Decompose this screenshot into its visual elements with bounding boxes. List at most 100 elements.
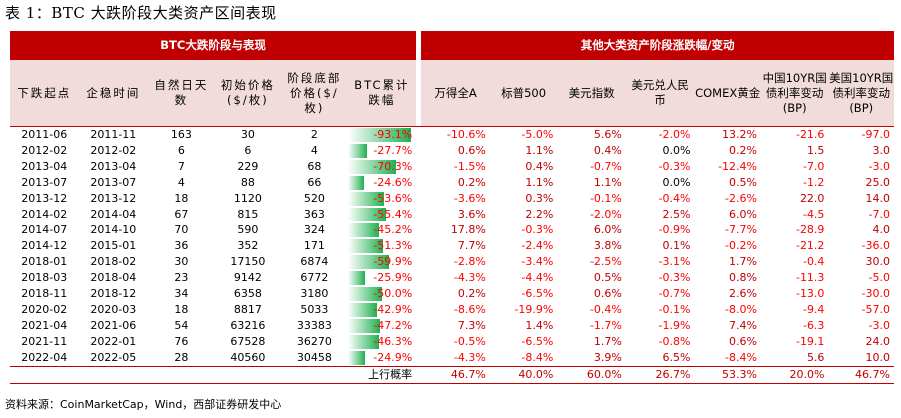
cell-bottom-price: 3180 [300, 287, 329, 301]
cell-stable: 2014-10 [90, 223, 137, 237]
cell-cn10yr: 5.6 [806, 350, 825, 364]
cell-start: 2013-04 [21, 159, 68, 173]
table-row: 2011-06 2011-11 163 30 2 -93.1% -10.6% -5.0% 5.6… [10, 127, 894, 143]
cell-comex-gold: 6.0% [728, 207, 757, 221]
cell-usdcny: 2.5% [662, 207, 691, 221]
cell-usdcny: -0.7% [658, 287, 691, 301]
cell-init-price: 8817 [233, 302, 262, 316]
cell-btc-drop: -55.4% [347, 207, 417, 223]
cell-bottom-price: 4 [310, 143, 318, 157]
cell-usdcny: 6.5% [662, 350, 691, 364]
cell-comex-gold: -0.2% [725, 239, 757, 253]
cell-start: 2018-03 [21, 271, 68, 285]
summary-label: 上行概率 [10, 365, 417, 384]
cell-dxy: -1.7% [589, 318, 622, 332]
btc-drop-value: -27.7% [373, 143, 413, 157]
cell-stable: 2020-03 [90, 302, 137, 316]
cell-btc-drop: -59.9% [347, 254, 417, 270]
btc-drop-bar [347, 255, 389, 270]
summary-us10yr: 46.7% [828, 365, 894, 384]
cell-cn10yr: 22.0 [799, 191, 825, 205]
cell-comex-gold: 7.4% [728, 318, 757, 332]
cell-us10yr: -7.0 [868, 207, 890, 221]
cell-us10yr: 30.0 [865, 255, 891, 269]
cell-start: 2022-04 [21, 350, 68, 364]
cell-sp500: -19.9% [514, 302, 554, 316]
cell-cn10yr: -6.3 [802, 318, 825, 332]
btc-drop-bar [347, 350, 365, 365]
cell-comex-gold: 0.6% [728, 334, 757, 348]
table-row: 2018-03 2018-04 23 9142 6772 -25.9% -4.3% -4.4%… [10, 270, 894, 286]
btc-drop-bar [347, 271, 366, 286]
cell-wind-a: -4.3% [453, 350, 486, 364]
cell-start: 2018-01 [21, 255, 68, 269]
table-row: 2022-04 2022-05 28 40560 30458 -24.9% -4.3% -8.… [10, 350, 894, 366]
col-header-usdcny: 美元兑人民币 [625, 60, 695, 127]
cell-us10yr: 4.0 [872, 223, 891, 237]
cell-init-price: 6 [244, 143, 252, 157]
table-body: 2011-06 2011-11 163 30 2 -93.1% -10.6% -5.0% 5.6… [10, 127, 894, 367]
cell-us10yr: 3.0 [872, 143, 891, 157]
cell-btc-drop: -42.9% [347, 302, 417, 318]
cell-cn10yr: -28.9 [795, 223, 825, 237]
cell-dxy: 1.7% [593, 334, 622, 348]
cell-init-price: 30 [240, 128, 255, 141]
cell-stable: 2022-01 [90, 334, 137, 348]
cell-dxy: 0.5% [593, 271, 622, 285]
cell-init-price: 352 [237, 239, 259, 253]
cell-init-price: 9142 [233, 271, 262, 285]
table-row: 2021-11 2022-01 76 67528 36270 -46.3% -0.5% -6.… [10, 334, 894, 350]
cell-dxy: 0.6% [593, 287, 622, 301]
cell-comex-gold: -2.6% [725, 191, 757, 205]
cell-usdcny: -0.4% [658, 191, 691, 205]
cell-btc-drop: -27.7% [347, 143, 417, 159]
column-header-row: 下跌起点 企稳时间 自然日天数 初始价格($/枚) 阶段底部价格($/枚) BT… [10, 60, 894, 127]
btc-drop-value: -53.6% [373, 191, 413, 205]
summary-cn10yr: 20.0% [760, 365, 829, 384]
cell-us10yr: -57.0 [861, 302, 890, 316]
cell-sp500: -0.3% [521, 223, 554, 237]
cell-usdcny: -0.1% [658, 302, 691, 316]
cell-btc-drop: -50.0% [347, 286, 417, 302]
table-row: 2013-04 2013-04 7 229 68 -70.3% -1.5% 0.4% -0.7%… [10, 159, 894, 175]
cell-init-price: 67528 [230, 334, 266, 348]
cell-cn10yr: -0.4 [802, 255, 825, 269]
cell-wind-a: -0.5% [453, 334, 486, 348]
cell-sp500: 0.3% [525, 191, 554, 205]
cell-usdcny: -3.1% [658, 255, 691, 269]
cell-init-price: 229 [237, 159, 259, 173]
cell-init-price: 815 [237, 207, 259, 221]
cell-dxy: -2.5% [589, 255, 622, 269]
cell-comex-gold: 2.6% [728, 287, 757, 301]
cell-wind-a: -8.6% [453, 302, 486, 316]
btc-drop-bar [347, 334, 380, 349]
cell-bottom-price: 68 [307, 159, 322, 173]
cell-start: 2012-02 [21, 143, 68, 157]
cell-start: 2014-07 [21, 223, 68, 237]
cell-start: 2014-12 [21, 239, 68, 253]
btc-drop-bar [347, 128, 412, 142]
col-header-us10yr: 美国10YR国债利率变动(BP) [828, 60, 894, 127]
cell-btc-drop: -47.2% [347, 318, 417, 334]
cell-wind-a: 7.3% [457, 318, 486, 332]
col-header-wind-a: 万得全A [421, 60, 490, 127]
cell-dxy: -0.4% [589, 302, 622, 316]
cell-sp500: -8.4% [521, 350, 554, 364]
summary-row: 上行概率 46.7% 40.0% 60.0% 26.7% 53.3% 20.0%… [10, 365, 894, 384]
cell-stable: 2018-04 [90, 271, 137, 285]
cell-days: 6 [177, 143, 185, 157]
cell-days: 70 [174, 223, 189, 237]
summary-wind-a: 46.7% [421, 365, 490, 384]
cell-start: 2020-02 [21, 302, 68, 316]
cell-start: 2021-11 [21, 334, 68, 348]
cell-sp500: -3.4% [521, 255, 554, 269]
cell-wind-a: 0.2% [457, 175, 486, 189]
cell-us10yr: -97.0 [861, 128, 890, 141]
cell-usdcny: -0.8% [658, 334, 691, 348]
btc-drop-value: -59.9% [373, 255, 413, 269]
cell-bottom-price: 2 [310, 128, 318, 141]
cell-sp500: -2.4% [521, 239, 554, 253]
cell-dxy: -0.7% [589, 159, 622, 173]
cell-usdcny: -0.3% [658, 159, 691, 173]
cell-stable: 2012-02 [90, 143, 137, 157]
